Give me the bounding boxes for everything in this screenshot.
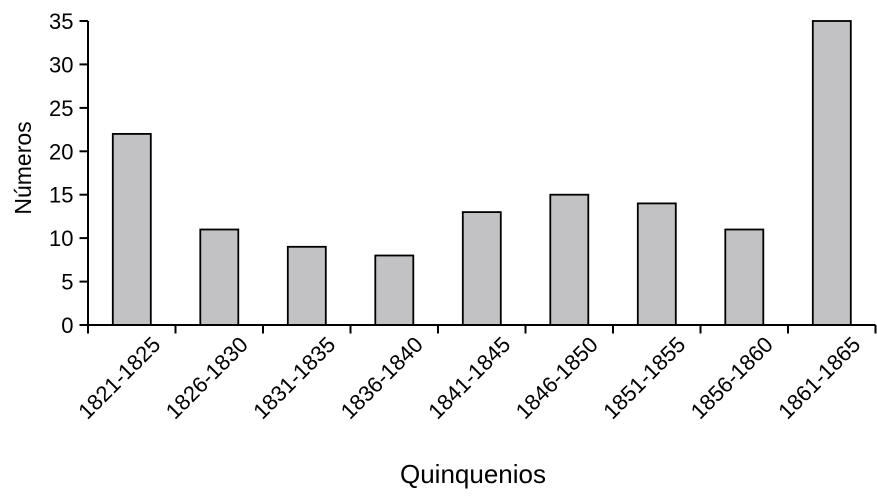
y-tick-label-10: 10	[49, 226, 73, 251]
bars-layer	[111, 20, 852, 326]
y-tick-label-0: 0	[61, 313, 73, 338]
x-tick-label-1831-1835: 1831-1835	[248, 332, 340, 424]
bar-1821-1825	[111, 132, 152, 326]
bar-1831-1835	[286, 245, 327, 326]
y-axis-title: Números	[10, 121, 36, 214]
x-tick-label-1841-1845: 1841-1845	[423, 332, 515, 424]
bar-1836-1840	[374, 254, 415, 326]
x-tick-label-1861-1865: 1861-1865	[773, 332, 865, 424]
bar-1841-1845	[461, 211, 502, 326]
x-tick-label-1856-1860: 1856-1860	[686, 332, 778, 424]
y-tick-label-30: 30	[49, 52, 73, 77]
y-tick-label-35: 35	[49, 9, 73, 34]
x-tick-label-1851-1855: 1851-1855	[598, 332, 690, 424]
y-tick-label-20: 20	[49, 139, 73, 164]
y-tick-label-25: 25	[49, 96, 73, 121]
x-axis-title: Quinquenios	[400, 459, 546, 489]
y-tick-label-15: 15	[49, 183, 73, 208]
x-tick-label-1821-1825: 1821-1825	[73, 332, 165, 424]
x-tick-label-1846-1850: 1846-1850	[511, 332, 603, 424]
bar-1826-1830	[199, 228, 240, 326]
bar-1846-1850	[549, 193, 590, 326]
bar-1851-1855	[636, 202, 677, 326]
x-tick-label-1826-1830: 1826-1830	[161, 332, 253, 424]
bar-1861-1865	[811, 20, 852, 326]
x-tick-label-1836-1840: 1836-1840	[336, 332, 428, 424]
y-tick-label-5: 5	[61, 270, 73, 295]
bar-1856-1860	[724, 228, 765, 326]
